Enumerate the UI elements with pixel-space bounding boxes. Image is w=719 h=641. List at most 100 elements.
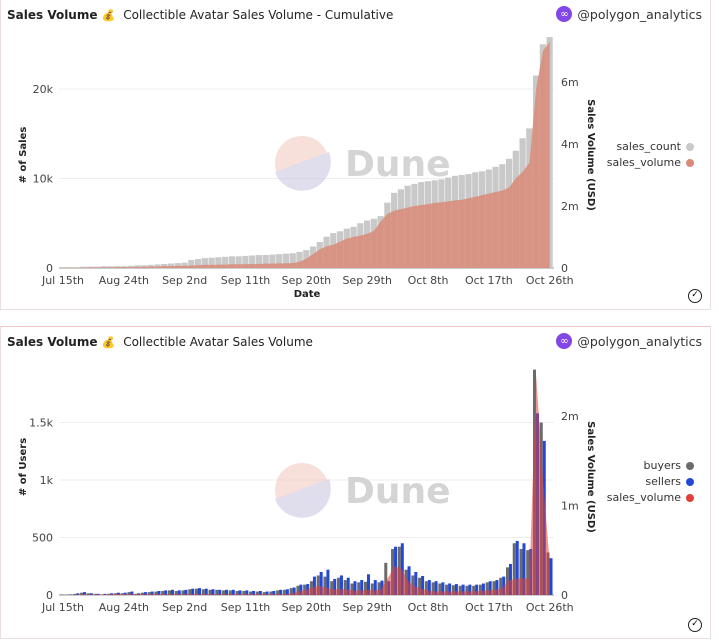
sales-count-bar bbox=[249, 255, 256, 268]
sellers-bar bbox=[502, 576, 506, 595]
sales-count-bar bbox=[140, 265, 148, 268]
buyers-bar bbox=[343, 580, 347, 595]
buyers-bar bbox=[465, 585, 469, 595]
sellers-bar bbox=[461, 584, 465, 595]
sales-count-bar bbox=[167, 263, 175, 268]
buyers-bar bbox=[478, 584, 482, 595]
sellers-bar bbox=[475, 584, 479, 595]
sellers-bar bbox=[252, 590, 256, 595]
x-tick-label: Sep 2nd bbox=[162, 601, 207, 614]
sales-count-bar bbox=[296, 251, 303, 268]
sellers-bar bbox=[292, 587, 296, 595]
sellers-bar bbox=[346, 577, 350, 595]
sellers-bar bbox=[218, 589, 222, 595]
sellers-bar bbox=[414, 572, 418, 595]
card-title: Sales Volume 💰 Collectible Avatar Sales Vo… bbox=[7, 8, 394, 22]
y-tick-label: 0 bbox=[46, 262, 53, 275]
sales-count-bar bbox=[127, 265, 134, 268]
buyers-bar bbox=[188, 589, 192, 595]
legend-sales-volume[interactable]: sales_volume bbox=[607, 490, 694, 506]
x-tick-label: Aug 24th bbox=[99, 601, 149, 614]
sellers-bar bbox=[549, 558, 553, 595]
dune-logo-shade bbox=[275, 152, 331, 191]
buyers-bar bbox=[492, 581, 496, 595]
buyers-bar bbox=[330, 581, 334, 595]
buyers-bar bbox=[485, 582, 489, 595]
buyers-bar bbox=[59, 594, 63, 595]
sellers-bar bbox=[360, 580, 364, 595]
buyers-bar bbox=[242, 590, 246, 595]
sellers-bar bbox=[448, 583, 452, 595]
buyers-bar bbox=[472, 585, 476, 595]
buyers-bar bbox=[222, 590, 226, 595]
sellers-bar bbox=[143, 592, 147, 595]
y2-tick-label: 4m bbox=[561, 138, 579, 151]
chart-subtitle: Collectible Avatar Sales Volume bbox=[123, 335, 313, 349]
sellers-bar bbox=[245, 590, 249, 595]
buyers-bar bbox=[215, 589, 219, 595]
sellers-bar bbox=[312, 576, 316, 595]
buyers-bar bbox=[357, 582, 361, 595]
buyers-bar bbox=[73, 593, 77, 595]
buyers-bar bbox=[269, 591, 273, 595]
buyers-bar bbox=[66, 594, 70, 595]
sellers-bar bbox=[454, 584, 458, 595]
y-axis-label: # of Sales bbox=[18, 127, 29, 184]
buyers-bar bbox=[228, 590, 232, 595]
sellers-bar bbox=[353, 581, 357, 595]
x-tick-label: Oct 8th bbox=[408, 274, 449, 287]
legend-sales-volume[interactable]: sales_volume bbox=[607, 155, 694, 171]
legend-sales-count[interactable]: sales_count bbox=[607, 139, 694, 155]
users-chart: 0 500 1k 1.5k 0 1m 2m Jul 15th Aug 24th Sep 2nd Se… bbox=[18, 369, 596, 614]
sales-count-bar bbox=[174, 263, 181, 268]
buyers-bar bbox=[451, 585, 455, 595]
sellers-bar bbox=[157, 590, 161, 595]
sales-count-bar bbox=[195, 259, 202, 268]
sales-count-bar bbox=[222, 256, 229, 268]
sellers-bar bbox=[177, 590, 181, 595]
sales-count-bar bbox=[161, 263, 168, 268]
buyers-bar bbox=[282, 589, 286, 595]
sales-count-bar bbox=[282, 253, 290, 268]
buyers-bar bbox=[249, 591, 253, 595]
sellers-bar bbox=[198, 588, 201, 595]
legend: buyers sellers sales_volume bbox=[607, 458, 694, 506]
sellers-bar bbox=[367, 574, 370, 595]
sales-count-bar bbox=[93, 266, 100, 268]
y-tick-label: 1k bbox=[40, 474, 54, 487]
sellers-bar bbox=[116, 592, 120, 595]
owner-link[interactable]: ∞ @polygon_analytics bbox=[556, 333, 702, 349]
sales-count-bar bbox=[289, 253, 296, 268]
x-tick-label: Sep 29th bbox=[342, 274, 392, 287]
owner-link[interactable]: ∞ @polygon_analytics bbox=[556, 6, 702, 22]
buyers-bar bbox=[127, 592, 131, 595]
sellers-bar bbox=[76, 593, 80, 595]
check-circle-icon[interactable]: ✓ bbox=[688, 289, 702, 303]
sales-count-bar bbox=[80, 266, 87, 268]
sellers-bar bbox=[333, 578, 337, 595]
buyers-bar bbox=[370, 583, 374, 595]
buyers-bar bbox=[276, 590, 280, 595]
sellers-bar bbox=[204, 588, 208, 595]
check-circle-icon[interactable]: ✓ bbox=[688, 618, 702, 632]
x-axis-label: Date bbox=[294, 289, 321, 300]
sellers-bar bbox=[326, 569, 330, 595]
buyers-bar bbox=[350, 583, 354, 595]
sellers-bar bbox=[515, 540, 519, 595]
buyers-bar bbox=[424, 581, 428, 595]
sellers-bar bbox=[495, 580, 499, 595]
sellers-bar bbox=[373, 580, 377, 595]
cumulative-chart: 0 10k 20k 0 2m 4m 6m Jul 15th Aug 24th Sep 2nd Sep… bbox=[18, 37, 596, 300]
sales-count-bar bbox=[255, 255, 263, 268]
legend-buyers[interactable]: buyers bbox=[607, 458, 694, 474]
sales-count-bar bbox=[147, 264, 154, 268]
sales-volume-area bbox=[63, 41, 550, 269]
buyers-bar bbox=[505, 567, 509, 595]
sellers-bar bbox=[319, 572, 323, 595]
sellers-bar bbox=[481, 583, 485, 595]
owner-name: @polygon_analytics bbox=[577, 6, 702, 22]
legend-sellers[interactable]: sellers bbox=[607, 474, 694, 490]
sellers-bar bbox=[285, 589, 289, 595]
buyers-bar bbox=[181, 590, 185, 595]
sales-count-bar bbox=[262, 255, 269, 268]
